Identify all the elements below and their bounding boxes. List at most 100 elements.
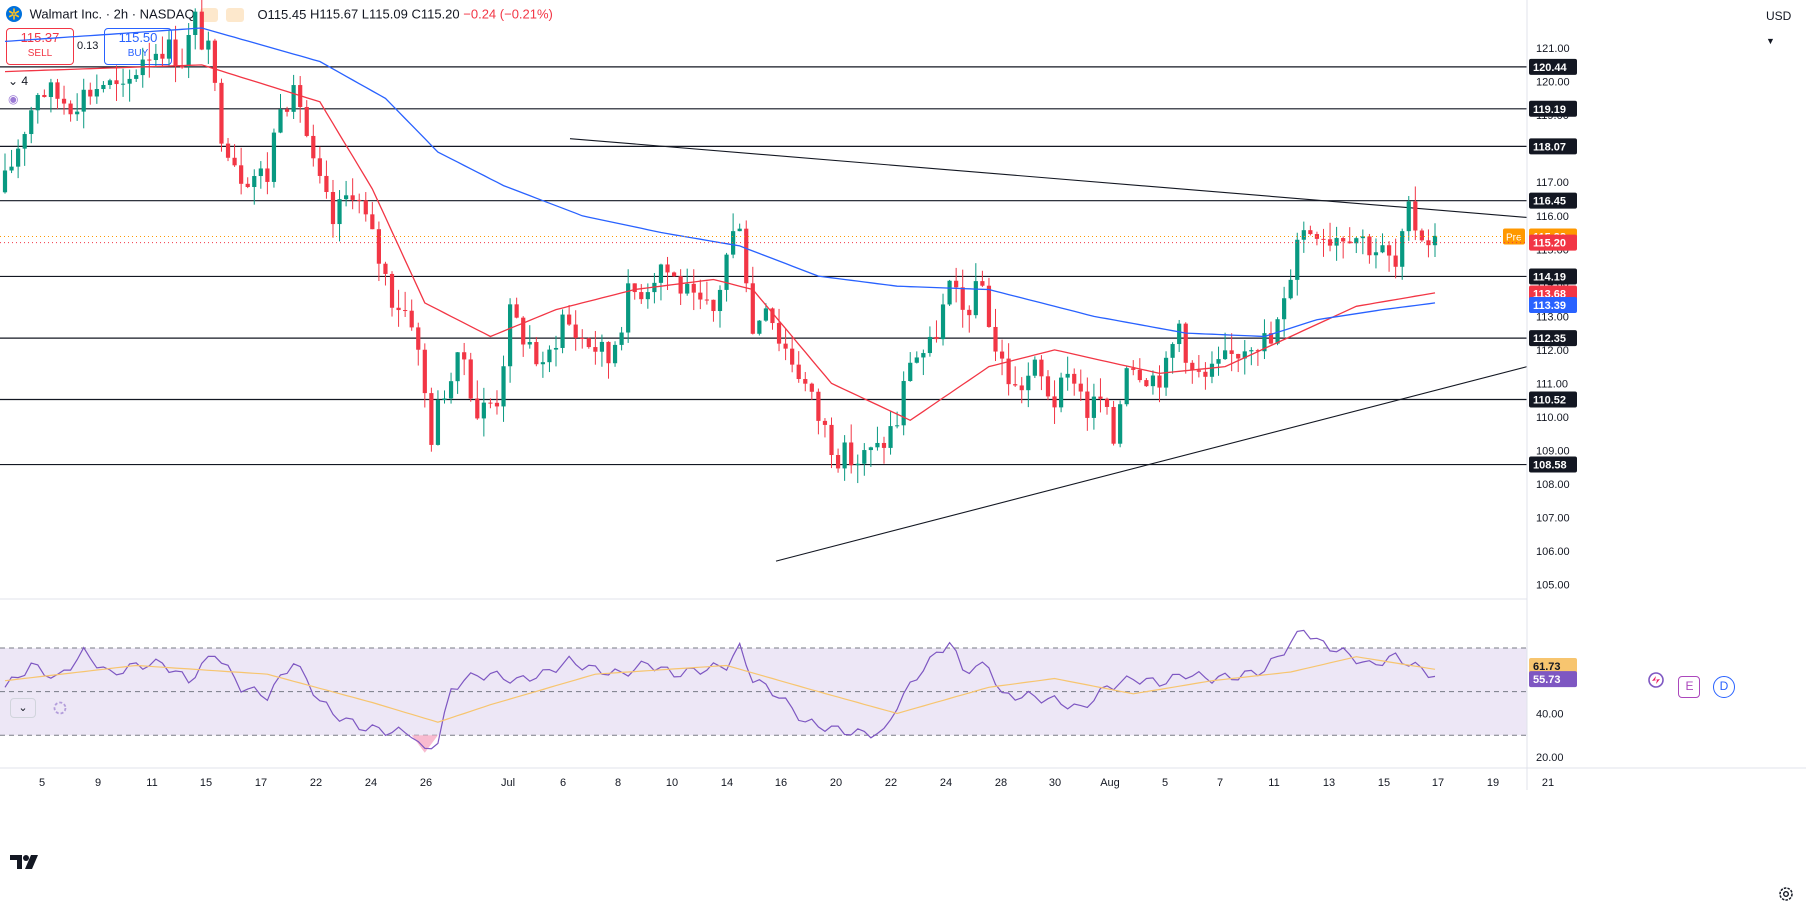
level-price-tag [1529,192,1577,209]
oversold-fill [411,735,438,753]
candle-body [120,83,126,85]
candle-body [475,398,480,419]
candle-body [114,80,119,85]
level-price-tag-text: 112.35 [1533,333,1566,345]
gear-icon[interactable] [1776,884,1796,904]
level-price-tag [1529,391,1577,408]
candle-body [1341,238,1346,242]
candle-body [868,447,873,451]
candle-body [1137,369,1142,381]
candle-body [1091,396,1096,418]
candle-body [462,352,467,360]
candle-body [671,272,677,277]
candle-body [396,307,401,311]
candle-body [389,273,395,308]
earnings-e-icon[interactable]: E [1678,676,1701,698]
rsi-settings-icon[interactable] [52,700,68,716]
candle-body [770,308,775,324]
candle-body [612,344,618,364]
candle-body [422,349,427,394]
x-tick-label: 9 [95,777,101,789]
x-tick-label: 17 [1432,777,1444,789]
candle-body [849,442,854,466]
candle-body [1393,255,1398,267]
buy-label: BUY [127,48,149,59]
candle-body [278,109,283,133]
candle-body [580,337,585,339]
symbol-title[interactable]: Walmart Inc. · 2h · NASDAQ [29,6,195,22]
ai-sparkle-icon[interactable] [1646,670,1666,690]
buy-button[interactable]: 115.50 BUY [104,28,172,65]
rsi-tag-text: 55.73 [1533,674,1561,686]
x-tick-label: 30 [1049,777,1061,789]
candle-body [363,200,368,215]
candle-body [1386,245,1392,256]
indicators-toggle[interactable]: ⌄ 4 ◉ [8,72,38,106]
candle-body [960,287,965,310]
candle-body [999,351,1005,359]
candle-body [619,332,624,345]
sell-button[interactable]: 115.37 SELL [6,28,74,65]
candle-body [153,53,158,61]
candle-body [1150,375,1156,387]
candle-body [212,40,218,83]
candle-body [678,276,683,294]
candle-body [1196,370,1201,372]
candle-body [993,326,998,352]
candle-body [1045,376,1051,397]
candle-body [914,357,919,363]
currency-selector[interactable]: USD ▼ [1766,4,1802,46]
x-tick-label: 6 [560,777,566,789]
rsi-tick-label: 20.00 [1536,752,1564,764]
candle-body [744,228,749,284]
candle-body [271,132,277,182]
candle-body [757,320,762,334]
price-tick-label: 121.00 [1536,43,1570,55]
candle-body [448,381,454,399]
ohlc-low: L115.09 [361,6,408,22]
candle-body [1013,384,1018,386]
candle-body [1327,239,1333,246]
sell-label: SELL [27,48,53,59]
rsi-pane [0,598,1527,753]
candle-body [1209,363,1215,377]
candle-body [1144,380,1149,387]
candle-body [1078,383,1083,392]
candle-body [1400,231,1405,267]
candle-body [127,78,132,84]
candle-body [337,199,342,225]
candle-body [1019,385,1024,391]
chevron-down-icon: ⌄ [8,74,19,88]
level-price-tag [1529,58,1577,75]
indicator-count: 4 [21,74,29,88]
candle-body [1098,396,1103,399]
candle-body [803,379,808,384]
level-price-tag-text: 116.45 [1533,196,1566,208]
candle-body [908,362,913,382]
rsi-tick-label: 40.00 [1536,708,1564,720]
candle-body [901,381,906,426]
candle-body [606,341,611,364]
candle-body [947,280,952,305]
candle-body [632,283,637,293]
candle-body [1295,239,1300,280]
rsi-collapse-button[interactable]: ⌄ [10,698,36,718]
candle-body [350,195,355,200]
candle-body [370,214,375,230]
candle-body [1229,350,1234,354]
dividend-d-icon[interactable]: D [1712,676,1735,698]
x-tick-label: 24 [940,777,952,789]
flag-icon[interactable] [225,7,244,22]
candle-body [42,94,47,98]
candle-body [1301,230,1306,240]
resistance-trendline [569,138,1528,218]
candle-body [822,420,828,425]
candle-body [560,314,565,348]
candle-body [416,327,421,350]
candle-body [783,343,788,349]
candle-body [435,399,441,445]
candle-body [704,299,709,301]
x-tick-label: Jul [501,777,515,789]
candle-body [862,450,867,464]
